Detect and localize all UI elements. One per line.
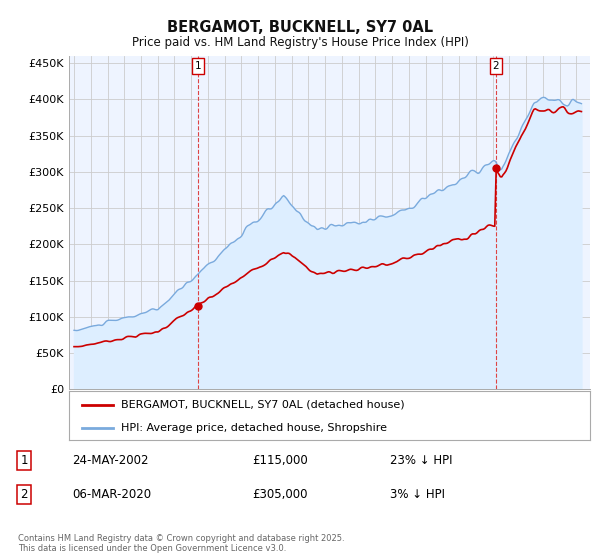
Text: 1: 1: [20, 454, 28, 467]
Text: BERGAMOT, BUCKNELL, SY7 0AL (detached house): BERGAMOT, BUCKNELL, SY7 0AL (detached ho…: [121, 400, 405, 410]
Text: 3% ↓ HPI: 3% ↓ HPI: [390, 488, 445, 501]
Text: 2: 2: [20, 488, 28, 501]
Text: £305,000: £305,000: [252, 488, 308, 501]
Text: HPI: Average price, detached house, Shropshire: HPI: Average price, detached house, Shro…: [121, 423, 387, 433]
Text: Contains HM Land Registry data © Crown copyright and database right 2025.
This d: Contains HM Land Registry data © Crown c…: [18, 534, 344, 553]
Text: 24-MAY-2002: 24-MAY-2002: [72, 454, 149, 467]
Text: BERGAMOT, BUCKNELL, SY7 0AL: BERGAMOT, BUCKNELL, SY7 0AL: [167, 20, 433, 35]
Text: 23% ↓ HPI: 23% ↓ HPI: [390, 454, 452, 467]
Text: Price paid vs. HM Land Registry's House Price Index (HPI): Price paid vs. HM Land Registry's House …: [131, 36, 469, 49]
Text: 2: 2: [493, 61, 499, 71]
Text: £115,000: £115,000: [252, 454, 308, 467]
Text: 1: 1: [194, 61, 201, 71]
Text: 06-MAR-2020: 06-MAR-2020: [72, 488, 151, 501]
